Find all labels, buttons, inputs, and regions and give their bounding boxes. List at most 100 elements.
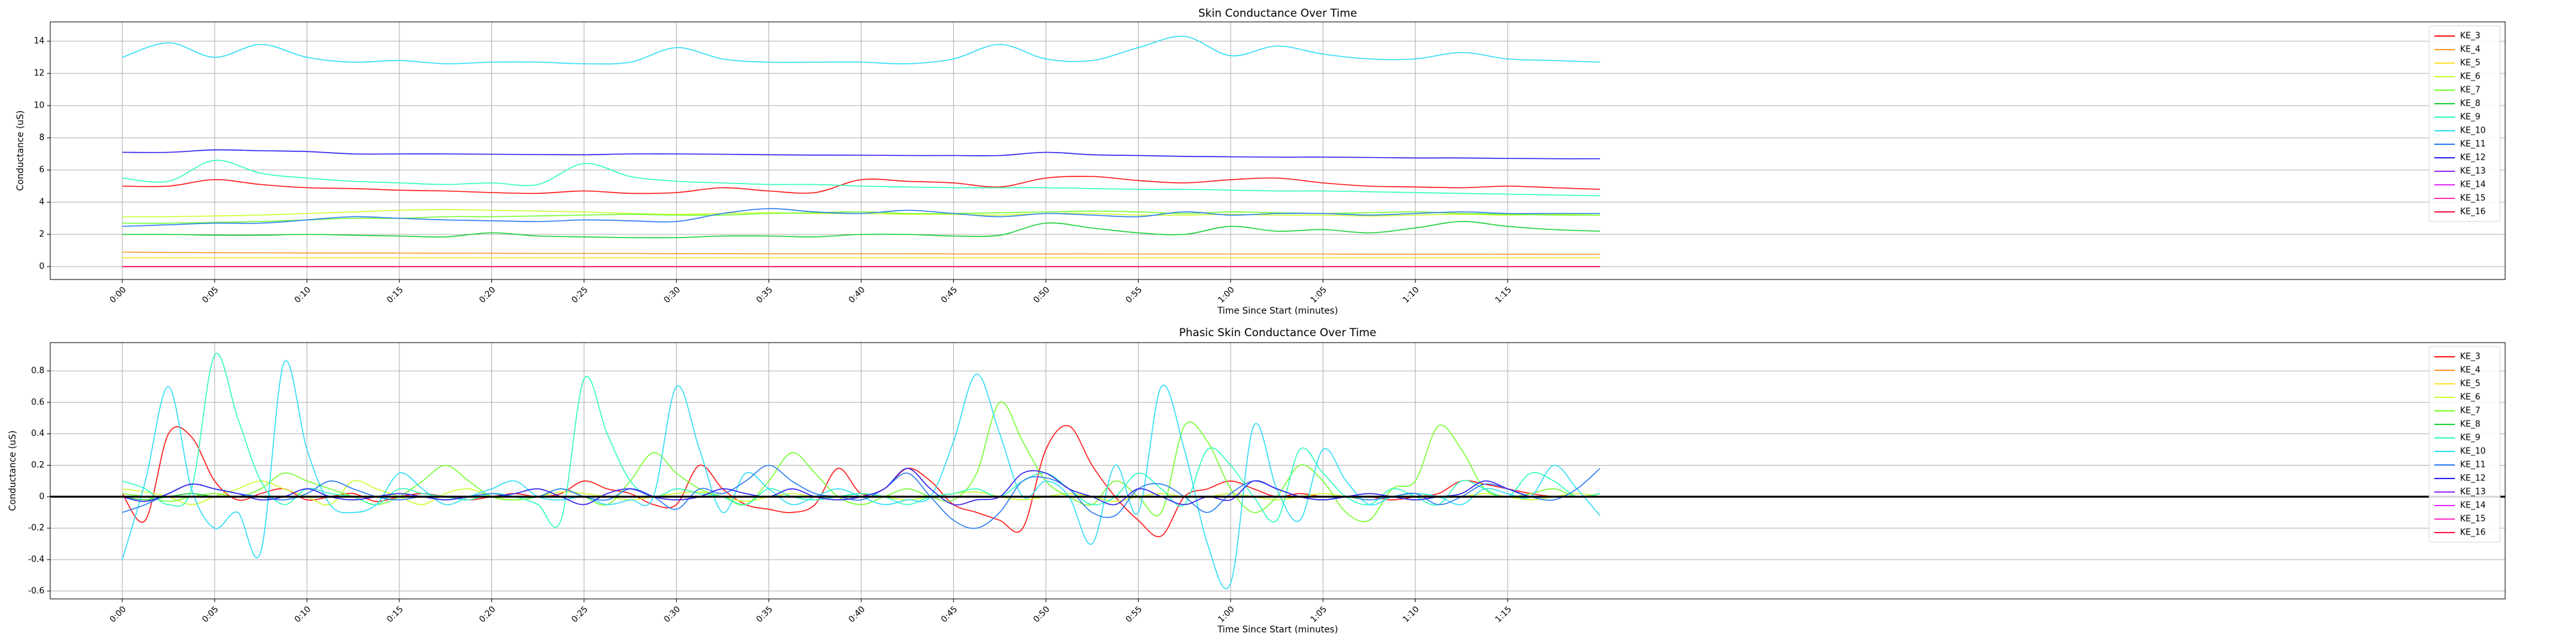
legend-label: KE_5 — [2460, 59, 2481, 68]
legend-label: KE_16 — [2460, 528, 2486, 538]
x-tick-label: 0:25 — [570, 605, 590, 625]
chart-title: Phasic Skin Conductance Over Time — [1179, 327, 1376, 339]
legend-label: KE_9 — [2460, 433, 2481, 443]
legend-label: KE_5 — [2460, 379, 2481, 389]
legend-label: KE_8 — [2460, 99, 2481, 109]
x-tick-label: 0:05 — [200, 605, 220, 625]
y-tick-label: 12 — [33, 69, 44, 79]
grid — [50, 22, 2505, 279]
y-tick-label: 0.2 — [31, 460, 44, 470]
series-line-ke-4 — [122, 251, 1600, 255]
y-tick-label: -0.6 — [28, 586, 44, 596]
x-tick-label: 1:05 — [1309, 285, 1329, 305]
y-tick-label: 10 — [33, 101, 44, 111]
legend: KE_3 KE_4 KE_5 KE_6 KE_7 KE_8 KE_9 KE_10 KE_11 KE… — [2429, 346, 2501, 543]
phasic-skin-conductance-chart: Phasic Skin Conductance Over Time 0:00 0:0… — [8, 327, 2506, 635]
x-tick-label: 0:55 — [1124, 285, 1144, 305]
y-axis-label: Conductance (uS) — [15, 110, 26, 191]
y-axis: 0 2 4 6 8 10 12 14 — [33, 37, 50, 272]
y-tick-label: 8 — [39, 133, 44, 143]
series-line-ke-10 — [122, 360, 1601, 589]
legend-box — [2429, 346, 2501, 543]
x-tick-label: 1:15 — [1493, 605, 1513, 625]
legend-label: KE_3 — [2460, 32, 2481, 41]
y-tick-label: 0 — [39, 262, 44, 272]
legend-label: KE_15 — [2460, 515, 2486, 524]
legend-label: KE_12 — [2460, 474, 2486, 484]
series-line-ke-12 — [122, 149, 1600, 160]
x-tick-label: 0:20 — [478, 605, 498, 625]
x-axis-label: Time Since Start (minutes) — [1217, 306, 1338, 316]
x-tick-label: 0:30 — [662, 285, 682, 305]
axes-frame — [50, 342, 2506, 600]
x-axis: 0:00 0:05 0:10 0:15 0:20 0:25 0:30 0:35 0:40 0:45… — [108, 599, 1513, 625]
axes-frame — [50, 21, 2506, 280]
legend: KE_3 KE_4 KE_5 KE_6 KE_7 KE_8 KE_9 KE_10 KE_11 KE… — [2429, 25, 2501, 222]
series-line-ke-9 — [122, 160, 1600, 196]
legend-label: KE_9 — [2460, 113, 2481, 122]
series-line-ke-11 — [122, 208, 1600, 227]
legend-label: KE_4 — [2460, 366, 2481, 375]
y-tick-label: 4 — [39, 198, 44, 207]
legend-label: KE_12 — [2460, 153, 2486, 163]
x-tick-label: 0:50 — [1032, 285, 1052, 305]
y-tick-label: 2 — [39, 230, 44, 240]
x-tick-label: 1:00 — [1217, 285, 1236, 305]
skin-conductance-chart: Skin Conductance Over Time 0:00 0:05 0:10 0:… — [15, 7, 2506, 316]
legend-box — [2429, 25, 2501, 222]
legend-label: KE_16 — [2460, 207, 2486, 217]
series-line-ke-10 — [122, 35, 1600, 65]
x-axis: 0:00 0:05 0:10 0:15 0:20 0:25 0:30 0:35 0:40 0:45… — [108, 279, 1513, 305]
x-tick-label: 1:10 — [1401, 285, 1421, 305]
legend-label: KE_13 — [2460, 167, 2486, 176]
y-tick-label: 14 — [33, 37, 44, 46]
x-tick-label: 0:25 — [570, 285, 590, 305]
x-tick-label: 0:15 — [385, 285, 405, 305]
y-tick-label: 6 — [39, 166, 44, 175]
legend-label: KE_15 — [2460, 194, 2486, 204]
y-tick-label: 0.8 — [31, 366, 44, 375]
legend-label: KE_13 — [2460, 488, 2486, 497]
x-tick-label: 0:40 — [847, 285, 867, 305]
legend-label: KE_11 — [2460, 460, 2486, 470]
y-tick-label: 0.4 — [31, 429, 44, 439]
x-tick-label: 0:05 — [200, 285, 220, 305]
y-axis: -0.6 -0.4 -0.2 0 0.2 0.4 0.6 0.8 — [28, 366, 50, 596]
y-tick-label: -0.2 — [28, 524, 44, 533]
x-tick-label: 0:00 — [108, 285, 128, 305]
x-tick-label: 1:10 — [1401, 605, 1421, 625]
series-line-ke-3 — [122, 175, 1600, 194]
legend-label: KE_7 — [2460, 86, 2481, 95]
legend-label: KE_7 — [2460, 406, 2481, 416]
legend-label: KE_14 — [2460, 180, 2486, 190]
x-tick-label: 0:55 — [1124, 605, 1144, 625]
x-tick-label: 0:40 — [847, 605, 867, 625]
legend-label: KE_3 — [2460, 352, 2481, 362]
series-line-ke-8 — [122, 221, 1600, 239]
x-tick-label: 1:00 — [1217, 605, 1236, 625]
legend-label: KE_10 — [2460, 447, 2486, 457]
x-tick-label: 1:15 — [1493, 285, 1513, 305]
x-tick-label: 0:00 — [108, 605, 128, 625]
x-tick-label: 0:20 — [478, 285, 498, 305]
legend-label: KE_10 — [2460, 126, 2486, 136]
x-tick-label: 0:30 — [662, 605, 682, 625]
x-tick-label: 0:10 — [293, 285, 313, 305]
legend-label: KE_11 — [2460, 140, 2486, 149]
x-axis-label: Time Since Start (minutes) — [1217, 625, 1338, 635]
x-tick-label: 0:35 — [755, 605, 775, 625]
series-lines — [122, 35, 1600, 267]
legend-label: KE_6 — [2460, 72, 2481, 82]
legend-label: KE_8 — [2460, 420, 2481, 430]
chart-title: Skin Conductance Over Time — [1198, 7, 1357, 20]
legend-label: KE_14 — [2460, 501, 2486, 511]
y-tick-label: 0 — [39, 492, 44, 502]
x-tick-label: 0:45 — [940, 605, 960, 625]
grid — [50, 343, 2505, 599]
x-tick-label: 0:10 — [293, 605, 313, 625]
x-tick-label: 0:50 — [1032, 605, 1052, 625]
legend-label: KE_4 — [2460, 45, 2481, 55]
legend-label: KE_6 — [2460, 393, 2481, 402]
x-tick-label: 1:05 — [1309, 605, 1329, 625]
